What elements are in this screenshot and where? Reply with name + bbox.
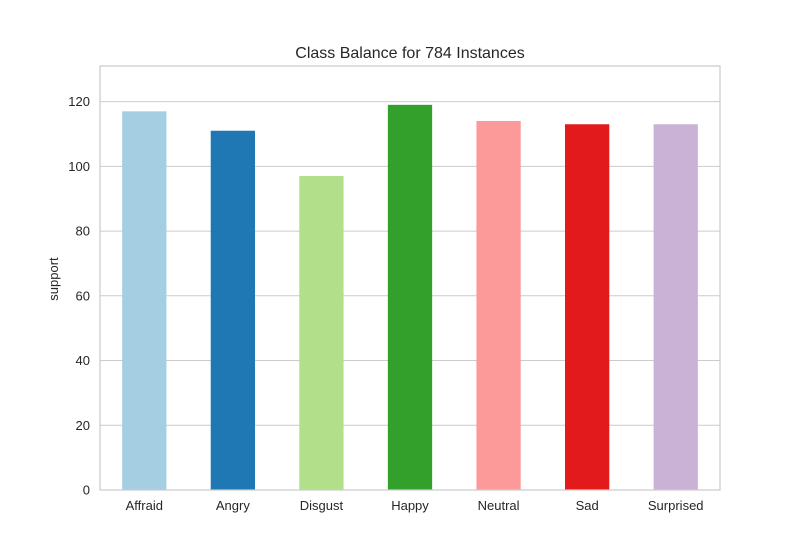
chart-title: Class Balance for 784 Instances [295, 45, 524, 62]
y-tick-label: 40 [76, 353, 90, 368]
plot-frame [99, 65, 721, 491]
y-axis-label: support [46, 257, 61, 301]
x-tick-label: Disgust [300, 498, 344, 513]
y-tick-label: 20 [76, 418, 90, 433]
bar-sad [565, 124, 610, 490]
x-tick-label: Angry [216, 498, 250, 513]
bar-affraid [122, 111, 167, 490]
y-tick-label: 120 [68, 94, 90, 109]
x-tick-label: Affraid [126, 498, 163, 513]
bar-disgust [299, 176, 344, 490]
y-tick-label: 100 [68, 159, 90, 174]
y-tick-label: 0 [83, 483, 90, 498]
x-tick-label: Surprised [648, 498, 704, 513]
bar-angry [210, 130, 255, 490]
y-axis-ticks: 0 20 40 60 80 100 120 [68, 94, 90, 497]
x-axis-ticks: Affraid Angry Disgust Happy Neutral Sad Surpri… [126, 498, 704, 513]
bars [122, 104, 698, 491]
x-tick-label: Neutral [478, 498, 520, 513]
bar-happy [387, 104, 433, 490]
y-tick-label: 60 [76, 288, 90, 303]
x-tick-label: Happy [391, 498, 429, 513]
bar-surprised [653, 124, 698, 490]
x-tick-label: Sad [576, 498, 599, 513]
y-tick-label: 80 [76, 224, 90, 239]
bar-neutral [476, 121, 521, 491]
